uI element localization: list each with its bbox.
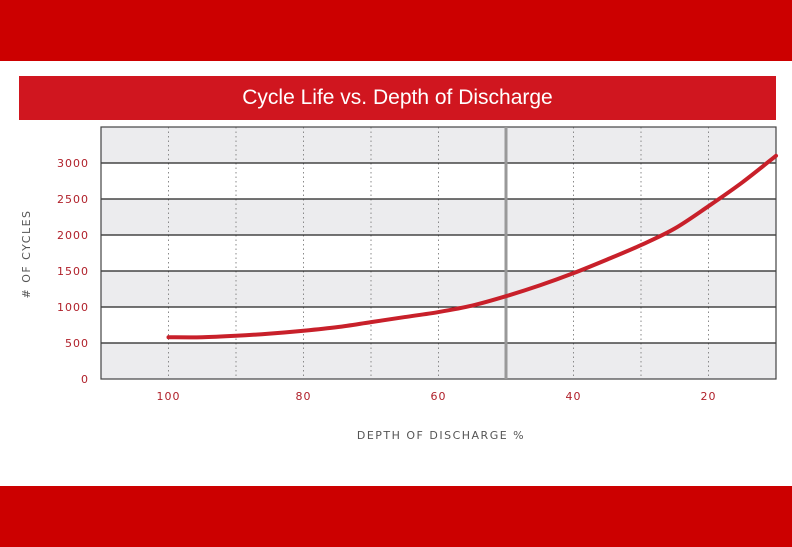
y-tick-labels: 0 500 1000 1500 2000 2500 3000	[57, 157, 89, 386]
x-tick-label: 100	[157, 390, 181, 403]
y-tick-label: 2500	[57, 193, 89, 206]
chart-title-bar: Cycle Life vs. Depth of Discharge	[19, 76, 776, 120]
curve-layer	[166, 153, 778, 340]
x-tick-label: 40	[566, 390, 582, 403]
x-tick-label: 60	[431, 390, 447, 403]
x-tick-label: 80	[296, 390, 312, 403]
plot-border	[100, 126, 777, 380]
y-axis-title: # OF CYCLES	[20, 209, 33, 298]
cycle-life-curve	[166, 153, 778, 340]
y-tick-label: 0	[81, 373, 89, 386]
bottom-red-band	[0, 486, 792, 547]
top-red-band	[0, 0, 792, 61]
x-tick-labels: 100 80 60 40 20	[157, 390, 717, 403]
vertical-gridlines	[168, 127, 709, 379]
y-tick-label: 2000	[57, 229, 89, 242]
y-tick-label: 1000	[57, 301, 89, 314]
y-tick-label: 500	[65, 337, 89, 350]
y-tick-label: 1500	[57, 265, 89, 278]
chart-title: Cycle Life vs. Depth of Discharge	[242, 86, 553, 109]
horizontal-gridlines	[101, 162, 776, 344]
x-axis-title: DEPTH OF DISCHARGE %	[357, 429, 525, 442]
plot-frame	[100, 126, 777, 380]
y-tick-label: 3000	[57, 157, 89, 170]
x-tick-label: 20	[701, 390, 717, 403]
